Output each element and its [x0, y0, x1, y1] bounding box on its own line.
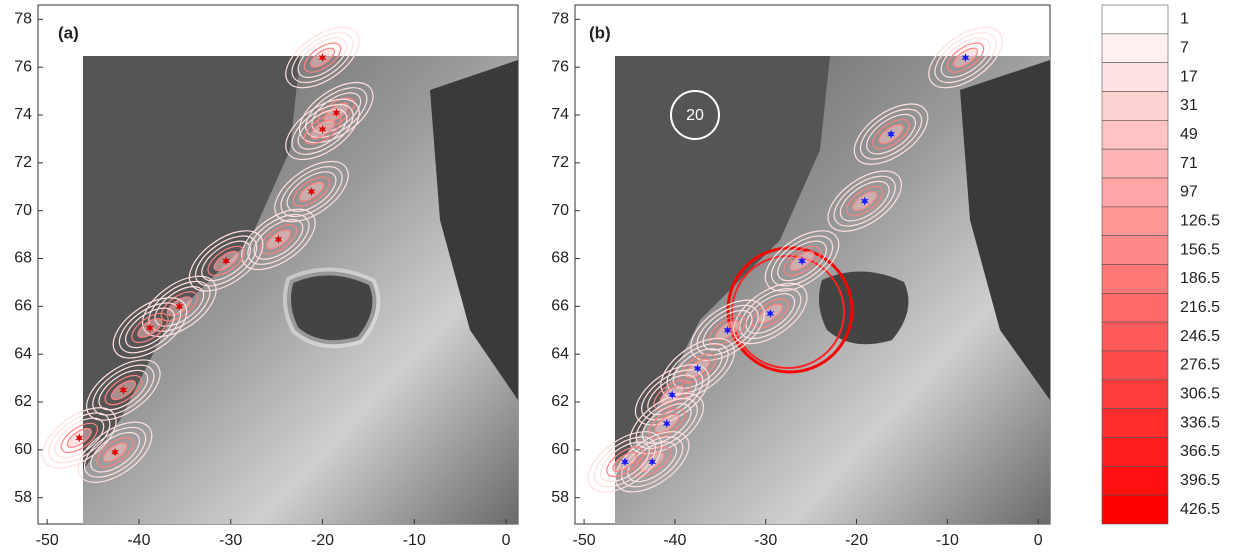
colorbar-label: 216.5 — [1180, 299, 1220, 316]
y-tick-label: 78 — [14, 11, 32, 28]
x-tick-label: 0 — [502, 532, 511, 549]
colorbar-cell — [1102, 438, 1168, 467]
colorbar-label: 17 — [1180, 68, 1198, 85]
panel-label: (a) — [58, 23, 79, 42]
colorbar-cell — [1102, 380, 1168, 409]
colorbar-cell — [1102, 322, 1168, 351]
colorbar-label: 306.5 — [1180, 385, 1220, 402]
panel-b-map: 20 — [575, 5, 1050, 524]
x-tick-label: -30 — [219, 532, 242, 549]
x-tick-label: -50 — [36, 532, 59, 549]
x-tick-label: -40 — [663, 532, 686, 549]
y-tick-label: 68 — [14, 250, 32, 267]
y-tick-label: 66 — [14, 298, 32, 315]
colorbar-label: 126.5 — [1180, 212, 1220, 229]
colorbar-cell — [1102, 351, 1168, 380]
y-tick-label: 64 — [551, 345, 569, 362]
y-tick-label: 74 — [551, 106, 569, 123]
colorbar-label: 186.5 — [1180, 270, 1220, 287]
colorbar-cell — [1102, 265, 1168, 294]
y-tick-label: 78 — [551, 11, 569, 28]
y-tick-label: 58 — [551, 489, 569, 506]
colorbar-cell — [1102, 34, 1168, 63]
colorbar-cell — [1102, 120, 1168, 149]
y-tick-label: 72 — [551, 154, 569, 171]
y-tick-label: 60 — [551, 441, 569, 458]
x-tick-label: -10 — [403, 532, 426, 549]
x-tick-label: 0 — [1034, 532, 1043, 549]
x-tick-label: -10 — [936, 532, 959, 549]
y-tick-label: 64 — [14, 345, 32, 362]
colorbar-label: 156.5 — [1180, 241, 1220, 258]
colorbar-label: 396.5 — [1180, 472, 1220, 489]
panel-label: (b) — [589, 23, 611, 42]
colorbar-label: 246.5 — [1180, 328, 1220, 345]
y-tick-label: 62 — [551, 393, 569, 410]
colorbar-label: 31 — [1180, 97, 1198, 114]
x-tick-label: -40 — [127, 532, 150, 549]
colorbar-label: 366.5 — [1180, 443, 1220, 460]
colorbar-cell — [1102, 149, 1168, 178]
colorbar-label: 7 — [1180, 39, 1189, 56]
y-tick-label: 62 — [14, 393, 32, 410]
x-tick-label: -30 — [754, 532, 777, 549]
figure: 20 (a) (b) -50 -40 -30 -20 -10 0 58 60 62 64 66 68 7… — [0, 0, 1257, 554]
x-tick-label: -20 — [845, 532, 868, 549]
annotation: 20 — [686, 107, 704, 124]
y-tick-label: 58 — [14, 489, 32, 506]
x-tick-label: -20 — [311, 532, 334, 549]
colorbar-cell — [1102, 207, 1168, 236]
colorbar-label: 1 — [1180, 11, 1189, 28]
colorbar-label: 49 — [1180, 126, 1198, 143]
colorbar-cell — [1102, 236, 1168, 265]
colorbar-cell — [1102, 5, 1168, 34]
colorbar-cell — [1102, 409, 1168, 438]
colorbar-label: 426.5 — [1180, 501, 1220, 518]
y-tick-label: 60 — [14, 441, 32, 458]
colorbar-cell — [1102, 293, 1168, 322]
y-tick-label: 72 — [14, 154, 32, 171]
x-tick-label: -50 — [573, 532, 596, 549]
y-tick-label: 70 — [14, 202, 32, 219]
y-tick-label: 70 — [551, 202, 569, 219]
y-tick-label: 76 — [14, 58, 32, 75]
colorbar-label: 336.5 — [1180, 414, 1220, 431]
colorbar-label: 276.5 — [1180, 357, 1220, 374]
y-tick-label: 66 — [551, 298, 569, 315]
colorbar-label: 71 — [1180, 155, 1198, 172]
y-tick-label: 68 — [551, 250, 569, 267]
y-tick-label: 74 — [14, 106, 32, 123]
colorbar-cell — [1102, 466, 1168, 495]
colorbar-cell — [1102, 495, 1168, 524]
colorbar-cell — [1102, 63, 1168, 92]
colorbar-cell — [1102, 178, 1168, 207]
colorbar-cell — [1102, 92, 1168, 121]
colorbar-label: 97 — [1180, 184, 1198, 201]
y-tick-label: 76 — [551, 58, 569, 75]
